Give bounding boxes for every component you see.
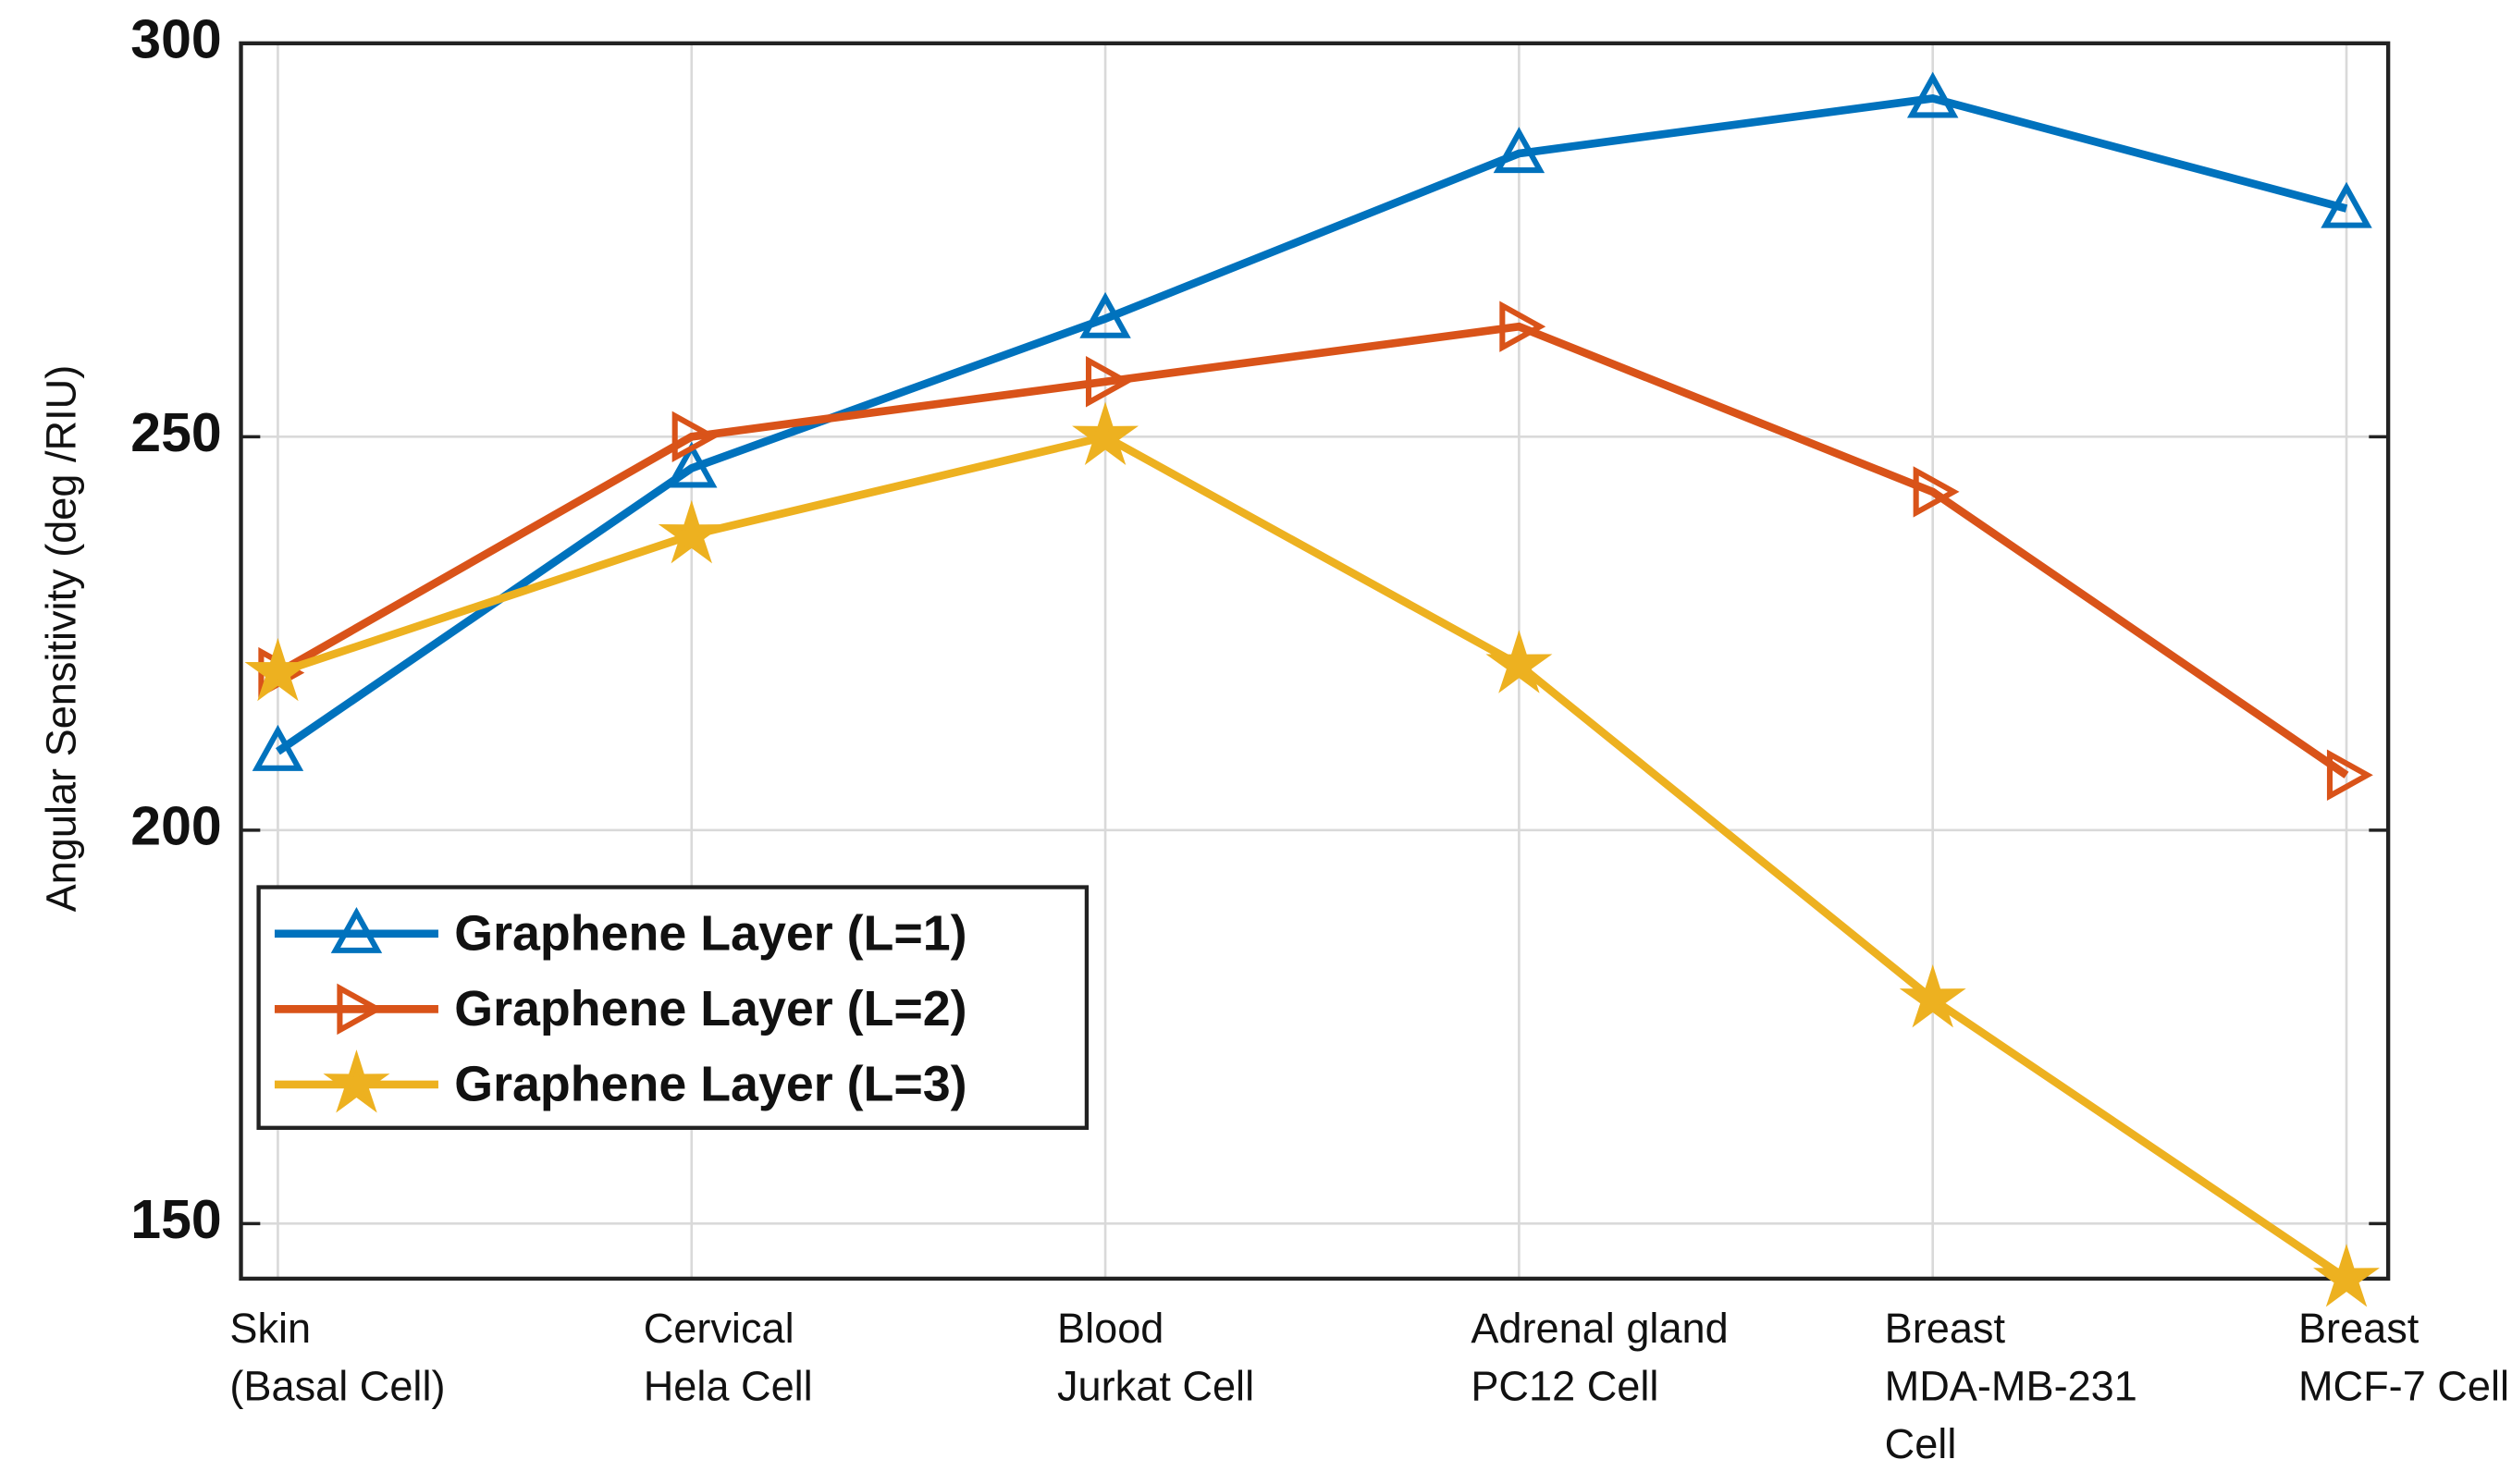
legend-label: Graphene Layer (L=2) [454, 981, 967, 1036]
x-tick-label: (Basal Cell) [229, 1363, 445, 1410]
x-tick-label: Adrenal gland [1471, 1305, 1728, 1352]
x-tick-label: Breast [2298, 1305, 2420, 1352]
x-tick-label: Cell [1885, 1420, 1957, 1467]
data-point [2321, 181, 2372, 228]
y-tick-label: 200 [130, 795, 221, 856]
y-tick-label: 250 [130, 402, 221, 463]
x-tick-label: Cervical [644, 1305, 794, 1352]
x-tick-label: Skin [229, 1305, 311, 1352]
x-tick-label: Blood [1057, 1305, 1164, 1352]
data-point [1899, 963, 1966, 1028]
data-point [1906, 71, 1959, 118]
x-tick-label: Breast [1885, 1305, 2006, 1352]
x-tick-label: Hela Cell [644, 1363, 813, 1410]
data-point [2313, 1244, 2381, 1307]
legend-label: Graphene Layer (L=1) [454, 906, 967, 962]
y-axis-label: Angular Sensitivity (deg /RIU) [38, 365, 85, 913]
data-point [666, 441, 718, 488]
plot-frame [239, 41, 2391, 1282]
y-tick-label: 300 [130, 8, 221, 69]
data-point [658, 499, 725, 564]
x-tick-label: MCF-7 Cell [2298, 1363, 2509, 1410]
legend-marker [337, 983, 384, 1036]
data-point [1499, 300, 1546, 352]
data-point [252, 724, 304, 771]
data-point [2326, 749, 2373, 801]
data-point [244, 637, 312, 702]
x-tick-label: PC12 Cell [1471, 1363, 1658, 1410]
data-point [1485, 630, 1553, 693]
data-point [1085, 356, 1132, 408]
data-point [1493, 127, 1545, 174]
legend-marker [323, 1049, 390, 1113]
series-line [275, 94, 2348, 755]
series-line [277, 432, 2349, 1282]
data-point [671, 411, 719, 463]
data-point [1072, 401, 1139, 465]
data-point [1913, 466, 1960, 518]
series-line [276, 322, 2349, 779]
x-tick-label: Jurkat Cell [1057, 1363, 1254, 1410]
y-tick-label: 150 [130, 1189, 221, 1250]
x-tick-label: MDA-MB-231 [1885, 1363, 2137, 1410]
data-point [1079, 291, 1131, 338]
legend-marker [330, 907, 383, 953]
legend-label: Graphene Layer (L=3) [454, 1057, 967, 1112]
